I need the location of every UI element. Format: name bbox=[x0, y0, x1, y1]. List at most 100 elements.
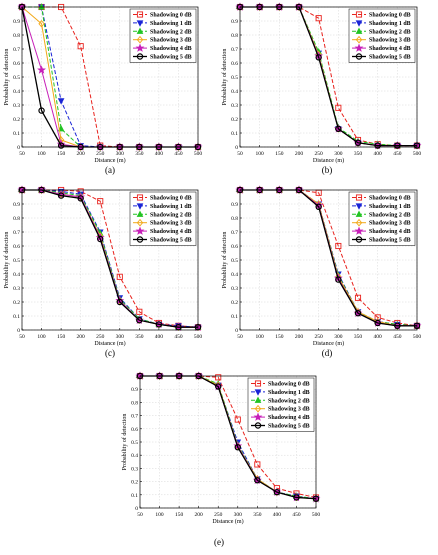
x-tick-label: 500 bbox=[413, 151, 422, 157]
legend-label: Shadowing 5 dB bbox=[369, 238, 411, 244]
series-line bbox=[22, 189, 198, 328]
axes-frame bbox=[139, 375, 317, 509]
data-point bbox=[57, 142, 65, 149]
legend-label: Shadowing 4 dB bbox=[150, 46, 192, 52]
data-point bbox=[354, 139, 362, 146]
data-point bbox=[77, 195, 84, 202]
y-tick-label: 0.5 bbox=[13, 258, 20, 264]
x-tick-label: 50 bbox=[137, 512, 143, 518]
panel-label: (b) bbox=[322, 165, 333, 175]
legend: Shadowing 0 dB Shadowing 1 dB Shadowing 2 … bbox=[348, 191, 416, 246]
y-tick-label: 0.8 bbox=[13, 216, 20, 222]
data-point bbox=[77, 43, 84, 50]
x-tick-label: 100 bbox=[37, 151, 46, 157]
legend-item: Shadowing 1 dB bbox=[133, 20, 192, 27]
legend-marker bbox=[355, 210, 363, 217]
x-tick-label: 500 bbox=[413, 334, 422, 340]
legend: Shadowing 0 dB Shadowing 1 dB Shadowing 2 … bbox=[129, 191, 197, 246]
x-tick-label: 450 bbox=[292, 512, 301, 518]
legend-item: Shadowing 5 dB bbox=[133, 236, 192, 244]
data-point bbox=[116, 298, 123, 306]
x-tick-label: 400 bbox=[155, 334, 164, 340]
y-tick-label: 0.9 bbox=[13, 202, 20, 208]
y-tick-label: 0 bbox=[235, 145, 238, 151]
y-tick-label: 0.4 bbox=[131, 453, 138, 459]
x-tick-label: 150 bbox=[57, 334, 66, 340]
y-tick-label: 0.9 bbox=[231, 202, 238, 208]
x-tick-label: 250 bbox=[96, 151, 105, 157]
legend-label: Shadowing 0 dB bbox=[369, 196, 411, 202]
legend-item: Shadowing 2 dB bbox=[352, 27, 411, 35]
data-point bbox=[234, 444, 241, 451]
legend-label: Shadowing 3 dB bbox=[150, 221, 192, 227]
chart-panel-b: 50 100 150 200 250 300 350 400 450 500 0 0.1 0.2 0.3 0… bbox=[221, 2, 422, 175]
y-tick-label: 0.4 bbox=[13, 272, 20, 278]
legend-item: Shadowing 4 dB bbox=[352, 43, 411, 52]
x-tick-label: 350 bbox=[253, 512, 262, 518]
y-tick-label: 0.3 bbox=[231, 103, 238, 109]
legend-item: Shadowing 3 dB bbox=[251, 404, 310, 413]
data-point bbox=[38, 19, 45, 28]
data-point bbox=[38, 3, 45, 10]
x-tick-label: 250 bbox=[315, 334, 324, 340]
legend-item: Shadowing 2 dB bbox=[133, 210, 192, 218]
x-tick-label: 50 bbox=[237, 334, 243, 340]
legend-marker bbox=[136, 210, 144, 217]
x-tick-label: 150 bbox=[275, 334, 284, 340]
y-axis-label: Probability of detection bbox=[121, 414, 128, 471]
data-point bbox=[335, 125, 342, 133]
x-tick-label: 500 bbox=[194, 334, 203, 340]
x-tick-label: 500 bbox=[194, 151, 203, 157]
y-tick-label: 0.3 bbox=[131, 466, 138, 472]
y-tick-label: 0.6 bbox=[131, 427, 138, 433]
y-axis-label: Probability of detection bbox=[221, 232, 228, 289]
y-tick-label: 0.9 bbox=[231, 19, 238, 25]
data-point bbox=[97, 198, 104, 205]
series-line bbox=[240, 6, 417, 147]
legend-marker bbox=[136, 218, 144, 227]
legend-item: Shadowing 0 dB bbox=[133, 194, 192, 202]
data-point bbox=[374, 319, 381, 327]
legend: Shadowing 0 dB Shadowing 1 dB Shadowing 2 … bbox=[129, 8, 197, 63]
y-tick-label: 1 bbox=[135, 374, 138, 380]
legend-marker bbox=[136, 35, 144, 44]
y-tick-label: 0.8 bbox=[13, 33, 20, 39]
data-point bbox=[273, 488, 281, 496]
legend-marker bbox=[136, 27, 144, 34]
x-tick-label: 100 bbox=[155, 512, 164, 518]
legend-item: Shadowing 2 dB bbox=[133, 27, 192, 35]
legend-item: Shadowing 1 dB bbox=[251, 389, 310, 396]
data-point bbox=[394, 322, 401, 329]
legend-label: Shadowing 4 dB bbox=[150, 229, 192, 235]
legend-item: Shadowing 1 dB bbox=[352, 203, 411, 210]
legend-label: Shadowing 5 dB bbox=[369, 55, 411, 61]
data-point bbox=[374, 142, 381, 149]
legend-label: Shadowing 2 dB bbox=[268, 398, 310, 404]
legend-item: Shadowing 4 dB bbox=[251, 412, 310, 421]
series-line bbox=[22, 189, 199, 328]
y-tick-label: 0.1 bbox=[13, 131, 20, 137]
y-tick-label: 0.4 bbox=[13, 89, 20, 95]
y-axis-label: Probability of detection bbox=[221, 49, 228, 106]
x-tick-label: 50 bbox=[19, 151, 25, 157]
y-tick-label: 0.4 bbox=[231, 272, 238, 278]
legend-label: Shadowing 1 dB bbox=[369, 204, 411, 210]
y-tick-label: 0.3 bbox=[231, 286, 238, 292]
y-tick-label: 0.5 bbox=[13, 75, 20, 81]
legend-marker bbox=[253, 412, 263, 421]
legend-item: Shadowing 1 dB bbox=[133, 203, 192, 210]
legend-marker bbox=[355, 11, 363, 18]
x-axis-label: Distance (m) bbox=[94, 157, 125, 164]
y-tick-label: 0.3 bbox=[13, 286, 20, 292]
y-tick-label: 0.5 bbox=[231, 258, 238, 264]
x-tick-label: 500 bbox=[312, 512, 321, 518]
y-tick-label: 0.7 bbox=[13, 47, 20, 53]
data-point bbox=[335, 276, 342, 283]
panel-label: (d) bbox=[322, 348, 333, 358]
y-tick-label: 0 bbox=[17, 145, 20, 151]
x-tick-label: 350 bbox=[354, 151, 363, 157]
x-tick-label: 100 bbox=[256, 151, 265, 157]
y-axis-label: Probability of detection bbox=[3, 232, 10, 289]
legend-label: Shadowing 1 dB bbox=[150, 204, 192, 210]
